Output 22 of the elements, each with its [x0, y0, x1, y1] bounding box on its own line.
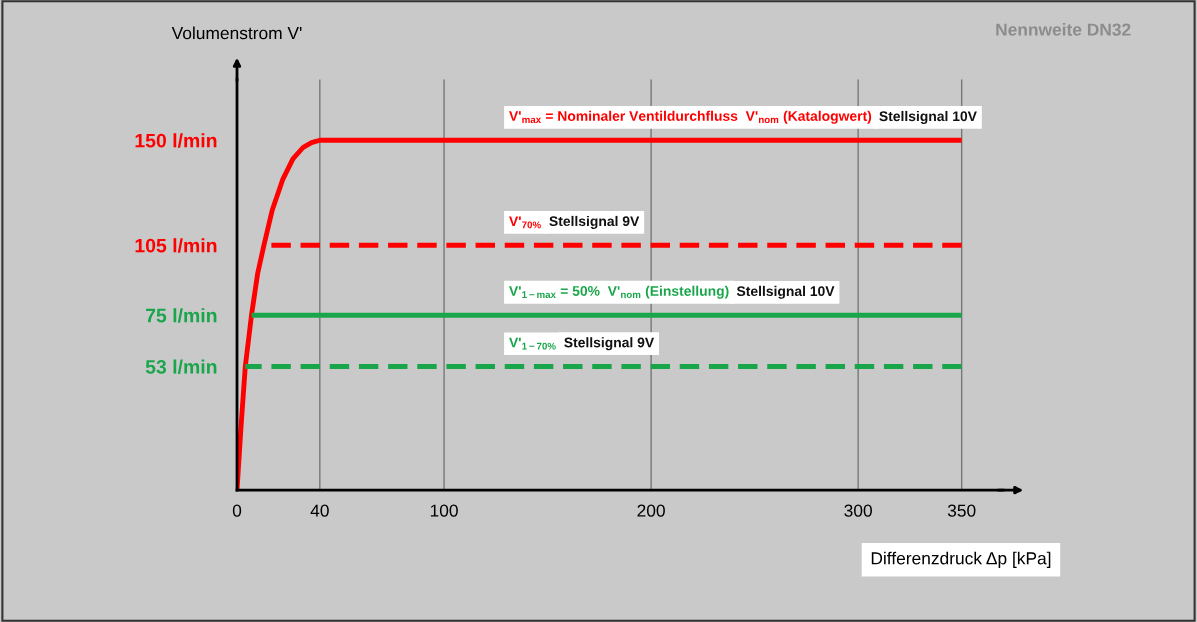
y-tick-label: 150 l/min: [135, 133, 217, 148]
series-label: V'$_{70%}$: [509, 216, 541, 229]
series-label: V'$_{max}$ = Nominaler Ventildurchfluss V'$_{nom}$ (Katalogwert): [509, 110, 872, 124]
annotation: Stellsignal 10V: [736, 285, 835, 299]
y-tick-label: 53 l/min: [145, 359, 217, 374]
y-tick-label: 105 l/min: [135, 238, 217, 253]
x-tick-label: 350: [947, 504, 976, 517]
x-axis-title: Differenzdruck Δp [kPa]: [871, 551, 1051, 568]
text: Nennweite DN32: [996, 23, 1131, 36]
y-axis-title: Volumenstrom V': [171, 26, 302, 40]
series-label: V'$_{1−70%}$: [509, 337, 556, 350]
x-tick-label: 100: [430, 504, 458, 517]
x-tick-label: 40: [310, 504, 329, 517]
annotation: Stellsignal 10V: [879, 110, 977, 124]
x-tick-label: 200: [637, 504, 665, 517]
annotation: Stellsignal 9V: [549, 215, 640, 229]
series-label: V'$_{1−max}$ = 50% V'$_{nom}$ (Einstellung): [509, 285, 729, 299]
x-tick-label: 0: [232, 504, 242, 517]
y-tick-label: 75 l/min: [146, 308, 217, 323]
annotation: Stellsignal 9V: [564, 337, 655, 351]
line-series: [237, 137, 965, 491]
x-tick-label: 300: [844, 504, 872, 517]
